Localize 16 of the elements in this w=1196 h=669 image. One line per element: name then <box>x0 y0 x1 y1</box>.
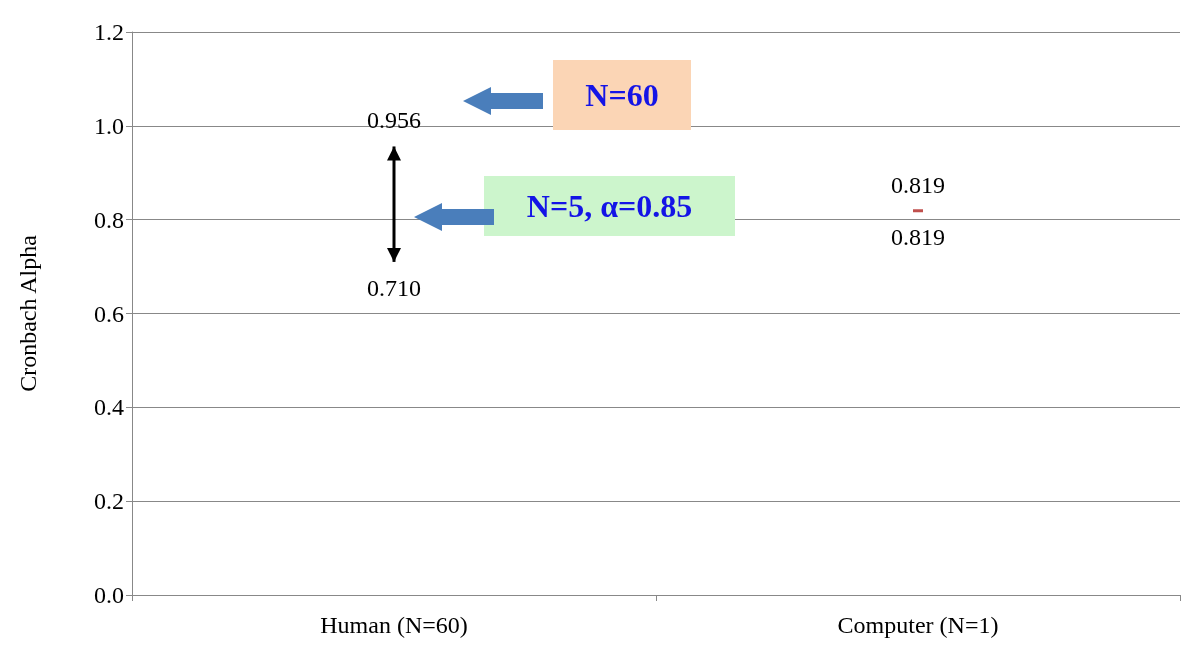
annotation: 0.956 <box>367 107 421 134</box>
y-tick-label: 0.6 <box>94 300 124 327</box>
x-tick-label: Human (N=60) <box>320 612 468 638</box>
annotation: 0.819 <box>891 223 945 250</box>
y-tick-label: 1.0 <box>94 112 124 139</box>
y-tick-label: 0.4 <box>94 394 124 421</box>
annotation: 0.710 <box>367 274 421 301</box>
y-axis-title: Cronbach Alpha <box>15 234 41 392</box>
annotation: N=60 <box>585 77 659 113</box>
y-tick-label: 0.0 <box>94 582 124 608</box>
y-tick-label: 0.2 <box>94 488 124 515</box>
x-tick-label: Computer (N=1) <box>837 612 999 638</box>
annotation: N=5, α=0.85 <box>526 188 693 224</box>
y-tick-label: 1.2 <box>94 19 124 45</box>
annotation: 0.819 <box>891 171 945 198</box>
y-tick-label: 0.8 <box>94 206 124 233</box>
